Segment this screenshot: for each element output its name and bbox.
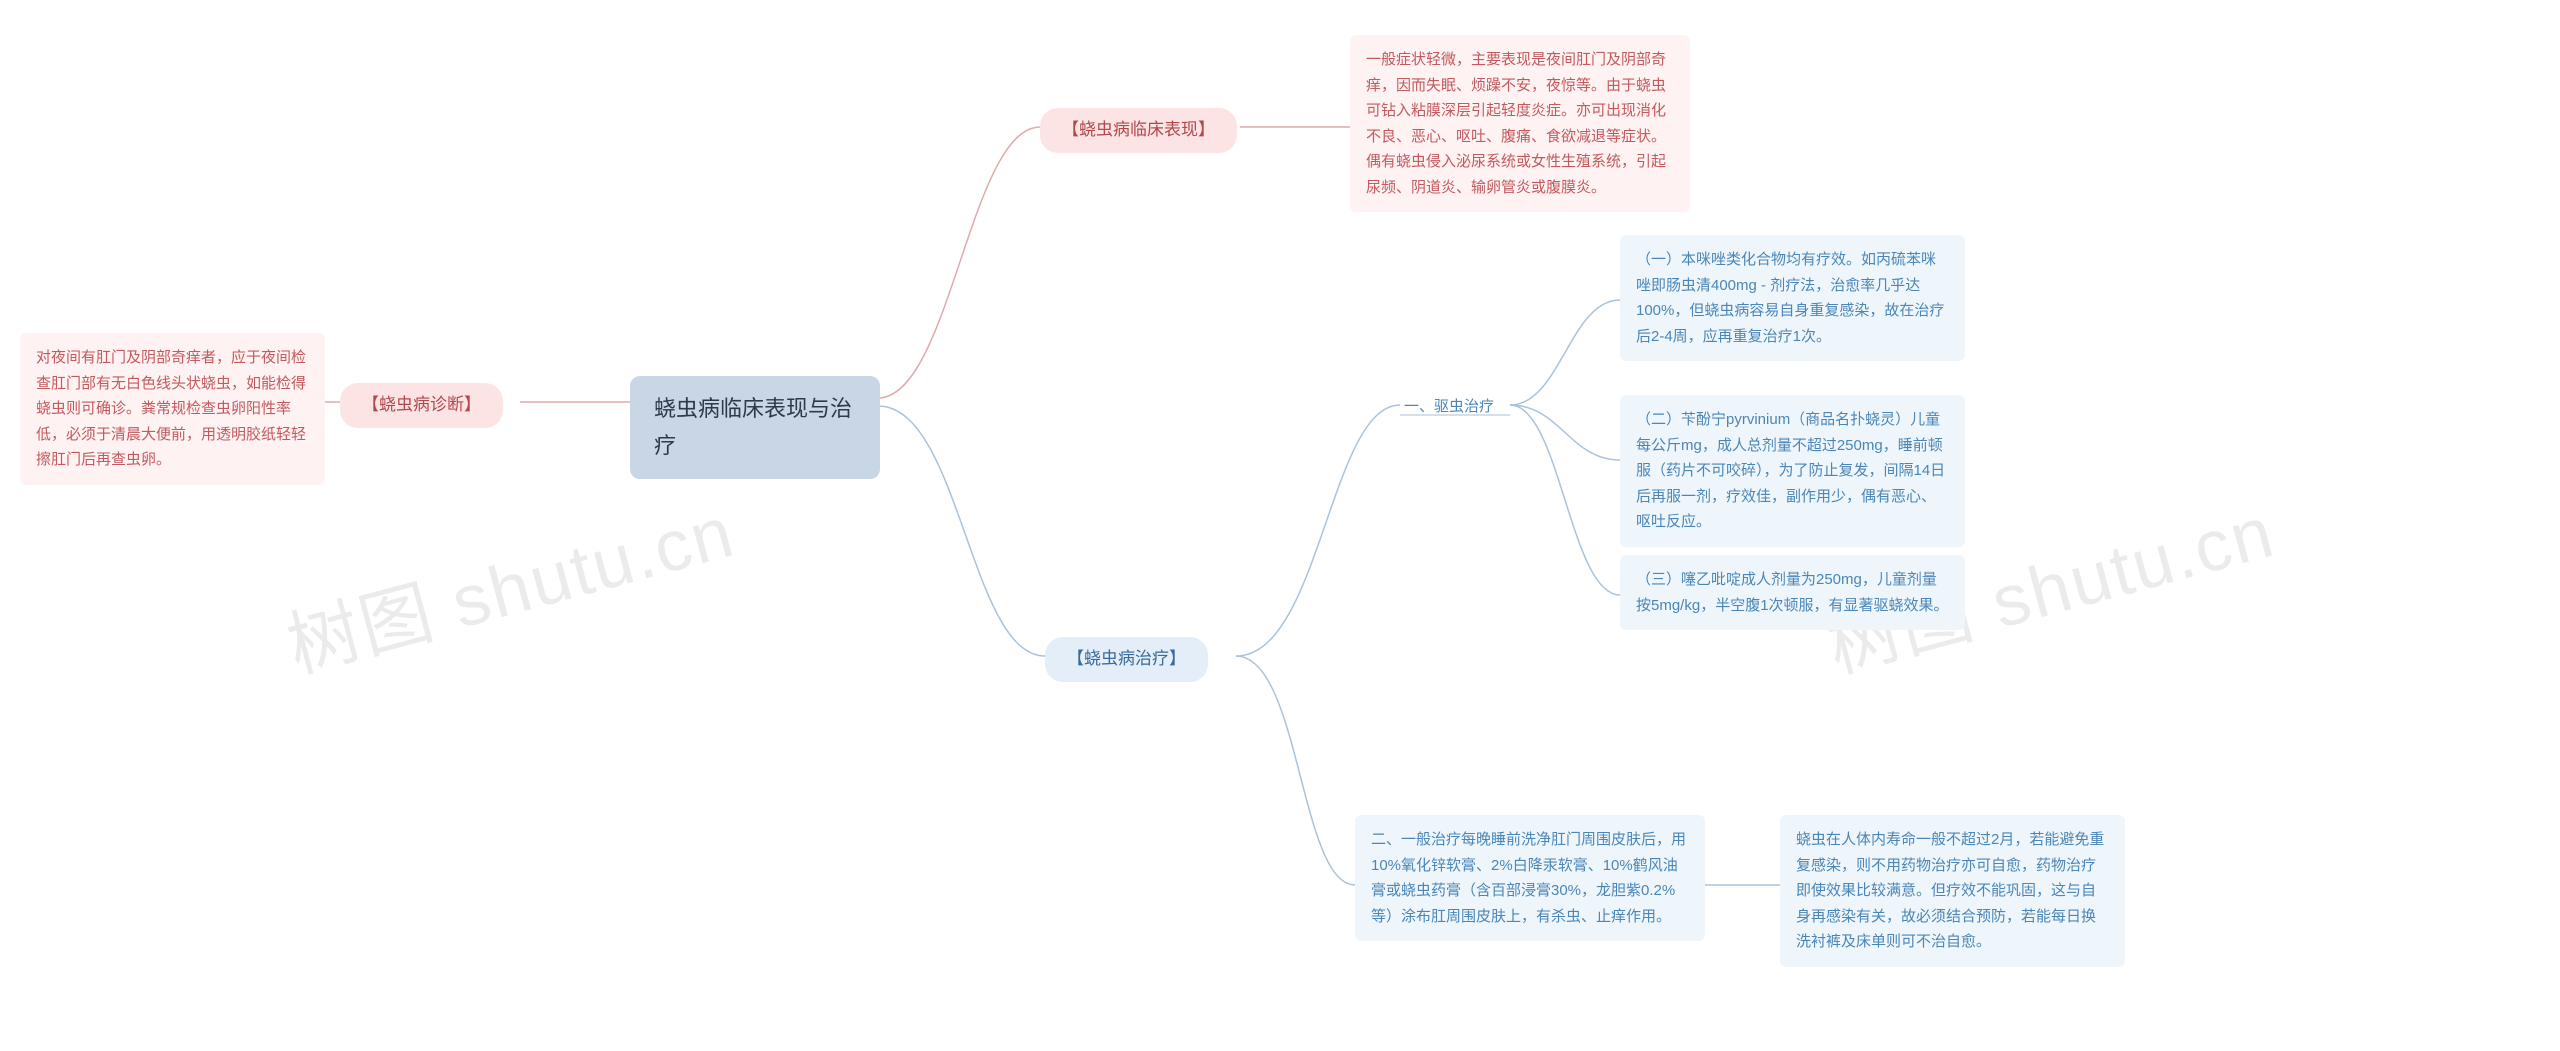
leaf-general-note[interactable]: 蛲虫在人体内寿命一般不超过2月，若能避免重复感染，则不用药物治疗亦可自愈，药物治…	[1780, 815, 2125, 967]
connector-lines	[0, 0, 2560, 1051]
branch-clinical[interactable]: 【蛲虫病临床表现】	[1040, 108, 1237, 153]
leaf-general-treatment[interactable]: 二、一般治疗每晚睡前洗净肛门周围皮肤后，用10%氧化锌软膏、2%白降汞软膏、10…	[1355, 815, 1705, 941]
leaf-diagnosis-detail[interactable]: 对夜间有肛门及阴部奇痒者，应于夜间检查肛门部有无白色线头状蛲虫，如能检得蛲虫则可…	[20, 333, 325, 485]
leaf-expel-2[interactable]: （二）苄酚宁pyrvinium（商品名扑蛲灵）儿童每公斤mg，成人总剂量不超过2…	[1620, 395, 1965, 547]
leaf-clinical-detail[interactable]: 一般症状轻微，主要表现是夜间肛门及阴部奇痒，因而失眠、烦躁不安，夜惊等。由于蛲虫…	[1350, 35, 1690, 212]
branch-treatment[interactable]: 【蛲虫病治疗】	[1045, 637, 1208, 682]
watermark: 树图 shutu.cn	[274, 472, 744, 692]
label-expel-treatment[interactable]: 一、驱虫治疗	[1400, 388, 1498, 426]
center-topic[interactable]: 蛲虫病临床表现与治疗	[630, 376, 880, 479]
leaf-expel-1[interactable]: （一）本咪唑类化合物均有疗效。如丙硫苯咪唑即肠虫清400mg - 剂疗法，治愈率…	[1620, 235, 1965, 361]
leaf-expel-3[interactable]: （三）噻乙吡啶成人剂量为250mg，儿童剂量按5mg/kg，半空腹1次顿服，有显…	[1620, 555, 1965, 630]
branch-diagnosis[interactable]: 【蛲虫病诊断】	[340, 383, 503, 428]
